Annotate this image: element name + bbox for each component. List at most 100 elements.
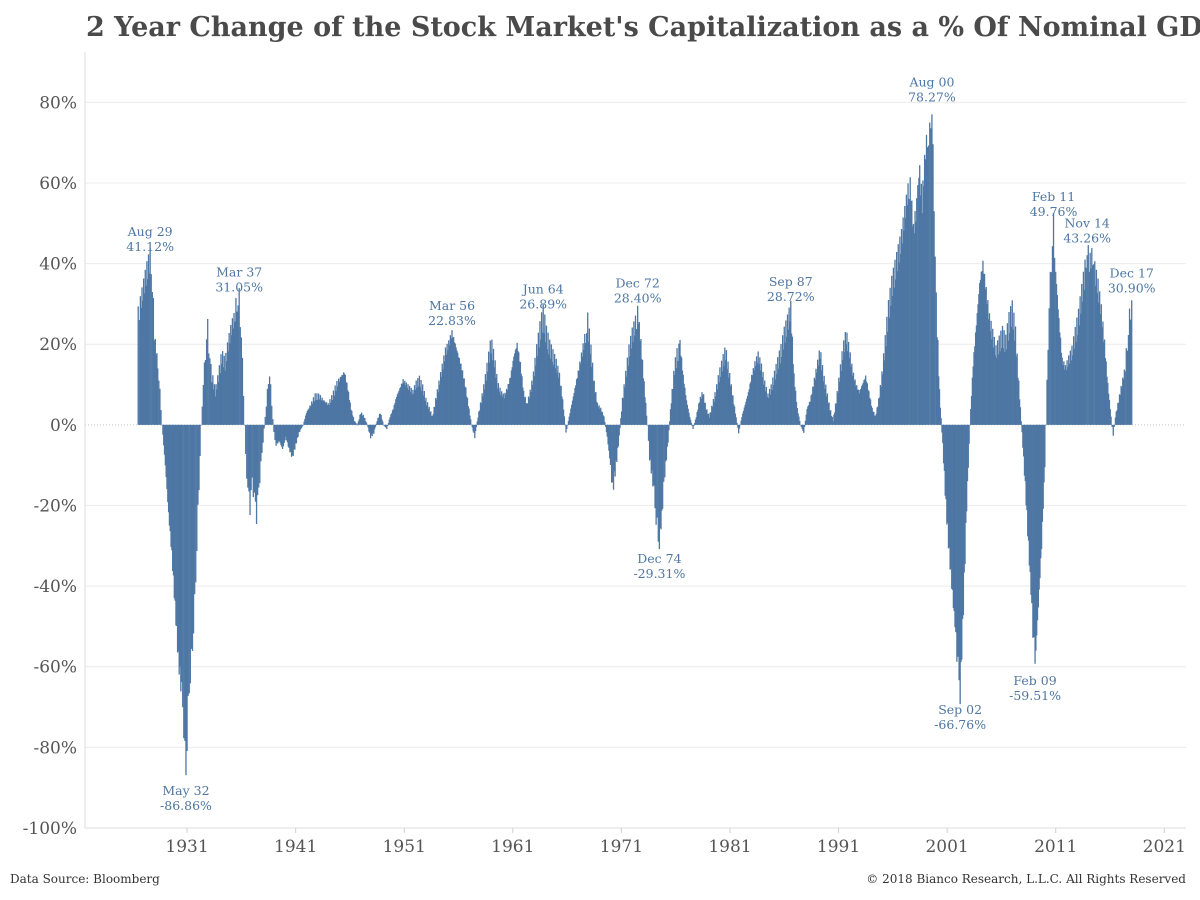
bar bbox=[1079, 296, 1081, 425]
bar bbox=[213, 389, 215, 425]
bar bbox=[625, 376, 628, 425]
bar bbox=[803, 424, 805, 433]
bar bbox=[681, 370, 684, 425]
bar bbox=[202, 384, 205, 425]
bar bbox=[906, 205, 908, 425]
annotation-date: Dec 17 bbox=[1110, 265, 1154, 280]
bar bbox=[1101, 327, 1103, 425]
bar bbox=[186, 424, 188, 752]
bar bbox=[657, 424, 659, 542]
annotation-date: Sep 02 bbox=[938, 702, 982, 717]
bar bbox=[813, 377, 816, 425]
bar bbox=[556, 372, 558, 425]
annotation-date: Jun 64 bbox=[521, 281, 564, 296]
bar bbox=[709, 412, 711, 425]
bar bbox=[696, 412, 698, 425]
bar bbox=[424, 400, 426, 425]
bar bbox=[991, 339, 993, 425]
bar bbox=[174, 424, 176, 601]
bar bbox=[1075, 341, 1077, 425]
bar bbox=[824, 388, 826, 425]
bar bbox=[1064, 369, 1066, 425]
bar bbox=[322, 400, 324, 425]
bar bbox=[1098, 302, 1100, 425]
bar bbox=[870, 405, 873, 425]
bar bbox=[332, 390, 335, 425]
bar bbox=[852, 375, 854, 425]
bar bbox=[591, 367, 593, 425]
bar bbox=[995, 345, 997, 425]
bar bbox=[931, 114, 933, 425]
bar bbox=[777, 357, 779, 425]
bar bbox=[750, 381, 752, 425]
bar bbox=[296, 424, 298, 438]
bar bbox=[691, 424, 693, 426]
annotation-date: Aug 29 bbox=[127, 224, 173, 239]
bar bbox=[847, 341, 850, 425]
bar bbox=[865, 381, 868, 425]
bar bbox=[142, 278, 145, 425]
bar bbox=[885, 346, 887, 425]
bar bbox=[711, 407, 714, 425]
bar bbox=[773, 384, 775, 425]
bar bbox=[1099, 291, 1101, 425]
bar bbox=[219, 373, 221, 425]
bar bbox=[667, 424, 669, 443]
bar bbox=[1051, 246, 1054, 425]
bar bbox=[1126, 350, 1129, 425]
bar bbox=[666, 424, 668, 447]
bar bbox=[938, 376, 940, 425]
bar bbox=[983, 273, 985, 425]
bar bbox=[435, 399, 438, 425]
bar bbox=[499, 387, 501, 425]
bar bbox=[334, 385, 336, 425]
bar bbox=[187, 424, 189, 696]
bar bbox=[323, 400, 325, 425]
bar bbox=[267, 383, 270, 425]
bar bbox=[383, 424, 386, 426]
bar bbox=[1010, 326, 1013, 425]
bar bbox=[816, 372, 818, 425]
bar bbox=[886, 316, 888, 425]
bar bbox=[593, 380, 595, 425]
bar bbox=[717, 375, 719, 425]
bar bbox=[805, 414, 807, 425]
bar bbox=[716, 384, 718, 425]
bar bbox=[690, 422, 693, 425]
bar bbox=[463, 378, 465, 425]
bar bbox=[289, 424, 291, 453]
bar bbox=[532, 371, 535, 425]
bar bbox=[744, 404, 746, 425]
bar bbox=[501, 391, 503, 425]
bar bbox=[698, 402, 701, 425]
bar bbox=[163, 424, 165, 446]
bar bbox=[733, 406, 736, 425]
bar bbox=[221, 351, 224, 425]
bar bbox=[382, 421, 384, 425]
bar bbox=[309, 405, 311, 425]
bar bbox=[961, 424, 964, 619]
bar bbox=[765, 386, 767, 425]
bar bbox=[894, 259, 896, 425]
bar bbox=[924, 159, 927, 425]
x-tick-label: 1931 bbox=[165, 837, 208, 857]
bar bbox=[1029, 424, 1031, 572]
bar bbox=[1095, 269, 1098, 425]
bar bbox=[945, 424, 947, 500]
bar bbox=[548, 354, 550, 425]
bar bbox=[160, 410, 162, 425]
bar bbox=[1018, 380, 1020, 425]
y-tick-label: 60% bbox=[39, 174, 77, 194]
bar bbox=[621, 397, 624, 425]
bar bbox=[325, 402, 328, 425]
bar bbox=[629, 356, 631, 425]
bar bbox=[803, 424, 806, 427]
bar bbox=[1093, 264, 1095, 425]
bar bbox=[241, 357, 244, 425]
bar bbox=[344, 374, 346, 425]
bar bbox=[942, 424, 944, 444]
bar bbox=[669, 421, 671, 425]
annotation-value: 31.05% bbox=[215, 280, 263, 295]
bar bbox=[380, 414, 382, 425]
